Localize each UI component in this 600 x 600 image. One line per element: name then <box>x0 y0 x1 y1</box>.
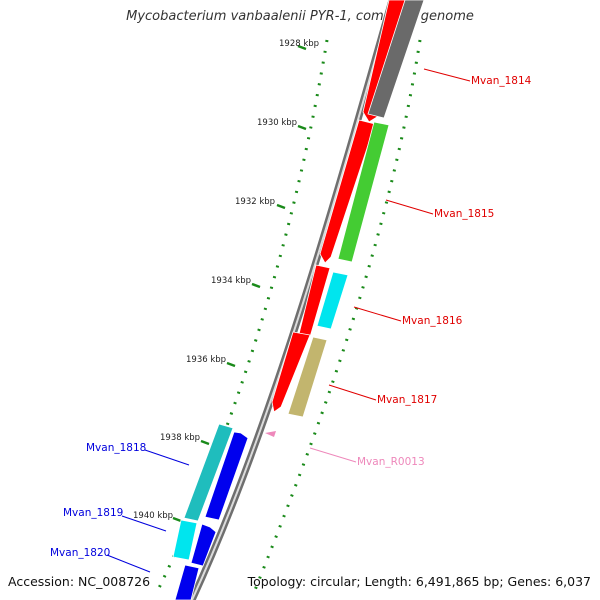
gc-ticks <box>156 39 422 591</box>
label-connectors <box>106 68 471 573</box>
gene-features <box>172 0 425 600</box>
accession-label: Accession: NC_008726 <box>8 574 151 589</box>
genome-summary: Topology: circular; Length: 6,491,865 bp… <box>247 574 591 589</box>
gene-feature-teal[interactable] <box>183 423 234 522</box>
scale-mark <box>297 124 307 131</box>
scale-mark <box>251 282 261 289</box>
scale-label: 1938 kbp <box>160 433 200 443</box>
scale-label: 1940 kbp <box>133 511 173 521</box>
backbone-highlight <box>191 0 393 600</box>
gene-feature-blue[interactable] <box>174 564 200 600</box>
scale-mark <box>276 203 286 210</box>
gene-feature-cyan[interactable] <box>316 271 349 330</box>
scale-label: 1932 kbp <box>235 197 275 207</box>
gene-feature-grey[interactable] <box>367 0 425 119</box>
scale-label: 1930 kbp <box>257 118 297 128</box>
gene-labels: Mvan_1814 Mvan_1815 Mvan_1816 Mvan_1817 … <box>50 75 532 559</box>
gene-label-Mvan_1819[interactable]: Mvan_1819 <box>63 507 123 519</box>
gene-label-Mvan_1818[interactable]: Mvan_1818 <box>86 442 146 454</box>
gene-feature-blue[interactable] <box>204 431 249 521</box>
connector-Mvan_1815 <box>385 199 434 215</box>
connector-Mvan_1818 <box>144 449 190 466</box>
scale-mark <box>297 44 307 51</box>
rna-feature[interactable] <box>265 431 276 437</box>
gene-label-Mvan_1817[interactable]: Mvan_1817 <box>377 394 437 406</box>
gene-label-Mvan_1820[interactable]: Mvan_1820 <box>50 547 110 559</box>
connector-Mvan_R0013 <box>309 447 357 463</box>
scale-mark <box>200 439 210 446</box>
gene-label-Mvan_1815[interactable]: Mvan_1815 <box>434 208 494 220</box>
gene-feature-blue[interactable] <box>190 523 217 567</box>
gene-label-Mvan_1814[interactable]: Mvan_1814 <box>471 75 532 87</box>
scale-labels: 1928 kbp 1930 kbp 1932 kbp 1934 kbp 1936… <box>133 39 319 521</box>
backbone <box>188 0 396 600</box>
connector-Mvan_1817 <box>328 384 377 401</box>
gene-feature-cyan[interactable] <box>172 519 198 561</box>
scale-label: 1936 kbp <box>186 355 226 365</box>
scale-label: 1928 kbp <box>279 39 319 49</box>
scale-marks <box>172 44 307 523</box>
gene-label-Mvan_R0013[interactable]: Mvan_R0013 <box>357 456 425 468</box>
connector-Mvan_1819 <box>121 515 167 532</box>
scale-mark <box>226 361 236 368</box>
gene-feature-olive[interactable] <box>287 336 328 418</box>
gene-feature-red[interactable] <box>319 119 376 264</box>
gene-feature-red[interactable] <box>271 331 311 413</box>
gene-feature-green[interactable] <box>337 121 390 263</box>
connector-Mvan_1820 <box>106 554 151 573</box>
scale-mark <box>172 516 182 523</box>
gc-ticks-outer <box>253 39 422 591</box>
scale-label: 1934 kbp <box>211 276 251 286</box>
gene-label-Mvan_1816[interactable]: Mvan_1816 <box>402 315 463 327</box>
connector-Mvan_1816 <box>353 306 402 322</box>
connector-Mvan_1814 <box>423 68 471 82</box>
